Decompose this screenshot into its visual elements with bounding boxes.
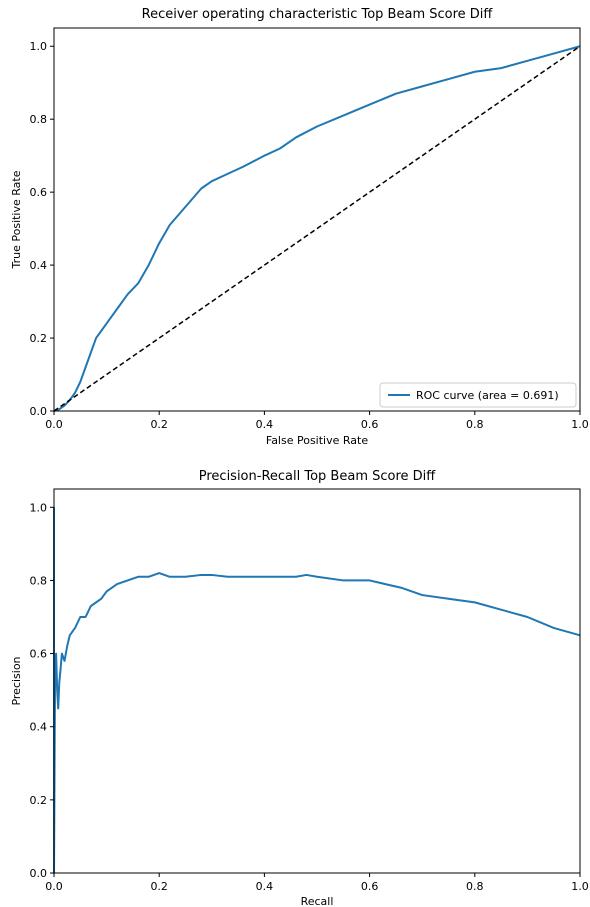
y-tick-label: 0.6	[30, 648, 48, 661]
y-tick-label: 1.0	[30, 40, 48, 53]
x-tick-label: 1.0	[571, 880, 589, 893]
y-tick-label: 1.0	[30, 501, 48, 514]
x-tick-label: 0.4	[256, 418, 274, 431]
x-tick-label: 0.8	[466, 418, 484, 431]
y-axis-label: Precision	[10, 656, 23, 705]
legend-box	[379, 382, 577, 408]
x-tick-label: 0.2	[150, 880, 168, 893]
chart-title: Precision-Recall Top Beam Score Diff	[199, 469, 437, 484]
x-tick-label: 0.6	[361, 880, 379, 893]
x-tick-label: 0.4	[256, 880, 274, 893]
x-tick-label: 0.2	[150, 418, 168, 431]
y-tick-label: 0.4	[30, 259, 48, 272]
chart-title: Receiver operating characteristic Top Be…	[142, 7, 494, 22]
x-tick-label: 0.0	[45, 880, 63, 893]
x-tick-label: 1.0	[571, 418, 589, 431]
y-tick-label: 0.2	[30, 794, 48, 807]
y-tick-label: 0.0	[30, 405, 48, 418]
precision-recall-chart: 0.0 0.2 0.4 0.6 0.8 1.0 0.0 0.2 0.4 0.6 0.8 1.0 Prec…	[10, 469, 589, 907]
y-axis-label: True Positive Rate	[10, 170, 23, 269]
series-line-0	[53, 507, 581, 874]
legend-entry: ROC curve (area = 0.691)	[416, 389, 559, 402]
x-tick-label: 0.6	[361, 418, 379, 431]
y-tick-label: 0.8	[30, 113, 48, 126]
legend: ROC curve (area = 0.691)	[379, 382, 577, 408]
x-tick-label: 0.0	[45, 418, 63, 431]
x-axis-label: Recall	[301, 895, 334, 907]
y-tick-label: 0.8	[30, 574, 48, 587]
x-tick-label: 0.8	[466, 880, 484, 893]
axes-frame	[53, 488, 581, 874]
series-line-0	[53, 45, 581, 412]
y-tick-label: 0.2	[30, 332, 48, 345]
y-tick-label: 0.0	[30, 867, 48, 880]
roc-chart: 0.0 0.2 0.4 0.6 0.8 1.0 0.0 0.2 0.4 0.6 0.8 1.0 Rece…	[10, 7, 589, 447]
x-axis-label: False Positive Rate	[266, 434, 368, 447]
axes-frame	[53, 27, 581, 412]
chance-diagonal-line	[53, 45, 581, 412]
y-tick-label: 0.4	[30, 721, 48, 734]
y-tick-label: 0.6	[30, 186, 48, 199]
